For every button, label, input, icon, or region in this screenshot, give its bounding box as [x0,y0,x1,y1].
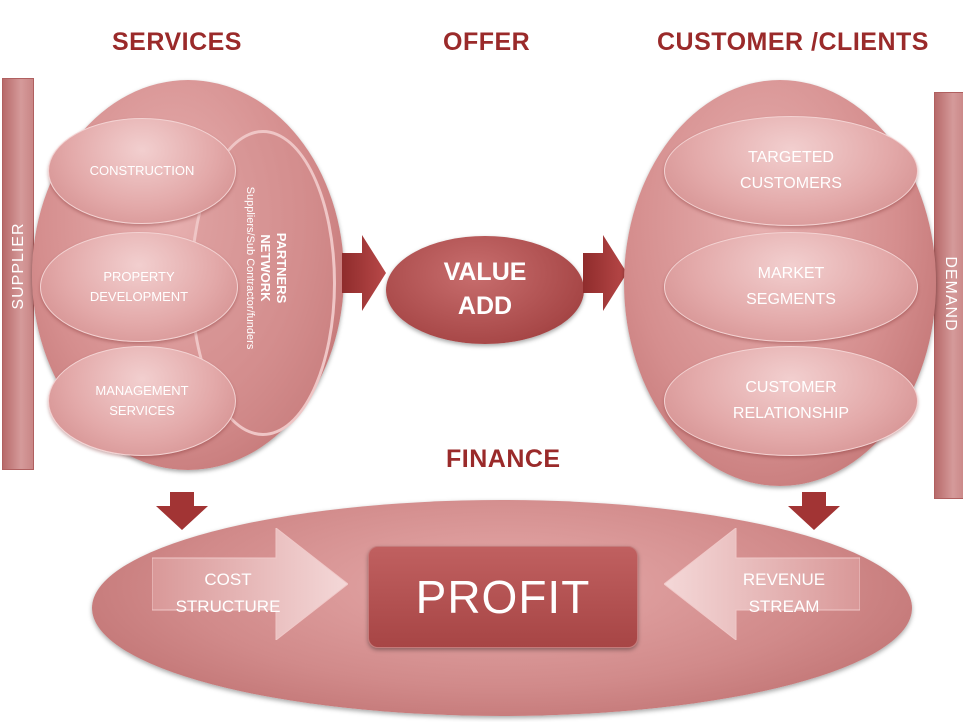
cost-structure-arrow-icon [152,528,348,640]
property-development-oval: PROPERTY DEVELOPMENT [40,232,238,342]
value-add-line2: ADD [457,292,513,320]
profit-box: PROFIT [368,546,638,648]
revenue-line2: STREAM [748,597,820,617]
services-heading: SERVICES [112,28,242,56]
targeted-line1: TARGETED [748,149,834,167]
relationship-line2: RELATIONSHIP [732,405,850,422]
arrow-down-left-icon [156,492,208,530]
demand-bar [934,92,963,499]
supplier-bar [2,78,34,470]
revenue-stream-label: REVENUE STREAM [716,566,852,620]
offer-heading: OFFER [443,28,531,56]
customers-heading: CUSTOMER /CLIENTS [657,28,929,56]
cost-line1: COST [204,570,252,589]
property-label-line2: DEVELOPMENT [89,289,189,304]
revenue-stream-arrow-icon [664,528,860,640]
targeted-customers-oval: TARGETED CUSTOMERS [664,116,918,226]
cost-structure-label: COST STRUCTURE [160,566,296,620]
management-label-line1: MANAGEMENT [95,382,189,398]
relationship-line1: CUSTOMER [745,379,837,397]
management-services-oval: MANAGEMENT SERVICES [48,346,236,456]
revenue-line1: REVENUE [742,570,826,589]
arrow-from-value-icon [583,235,627,311]
partners-title-1: PARTNERS [274,232,289,304]
arrow-down-right-icon [788,492,840,530]
cost-line2: STRUCTURE [175,597,281,617]
customer-relationship-oval: CUSTOMER RELATIONSHIP [664,346,918,456]
targeted-line2: CUSTOMERS [740,175,842,192]
market-segments-oval: MARKET SEGMENTS [664,232,918,342]
market-line1: MARKET [757,265,825,283]
value-add-oval: VALUE ADD [386,236,584,344]
supplier-label: SUPPLIER [10,222,27,310]
property-label-line1: PROPERTY [103,268,175,284]
construction-label: CONSTRUCTION [89,162,195,178]
value-add-line1: VALUE [443,258,527,287]
finance-heading: FINANCE [446,445,561,473]
partners-network-text: PARTNERS NETWORK Suppliers/Sub Contracto… [233,153,289,383]
partners-subtitle: Suppliers/Sub Contractor/funders [244,186,256,350]
arrow-to-value-icon [342,235,386,311]
market-line2: SEGMENTS [746,291,836,308]
profit-label: PROFIT [415,571,591,623]
demand-label: DEMAND [942,256,959,332]
partners-title-2: NETWORK [258,234,273,302]
management-label-line2: SERVICES [109,403,175,418]
construction-oval: CONSTRUCTION [48,118,236,224]
